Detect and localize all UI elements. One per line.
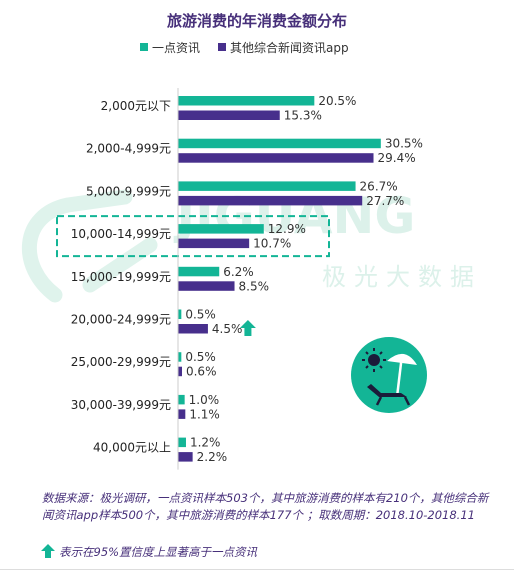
data-label-yidian-25-000-29-999: 0.5% [185, 350, 216, 364]
data-label-yidian-20-000-24-999: 0.5% [185, 308, 216, 322]
data-label-others-20-000-24-999: 4.5% [212, 322, 243, 336]
data-label-others-2-000: 15.3% [284, 109, 322, 123]
category-label-2-000-4-999: 2,000-4,999元 [86, 142, 171, 156]
data-label-yidian-5-000-9-999: 26.7% [360, 179, 398, 193]
bar-others-2-000-4-999 [178, 153, 374, 163]
category-label-2-000: 2,000元以下 [101, 99, 171, 113]
chart-legend: 一点资讯 其他综合新闻资讯app [0, 39, 514, 57]
bar-yidian-20-000-24-999 [178, 309, 182, 319]
data-label-others-30-000-39-999: 1.1% [189, 407, 220, 421]
data-label-yidian-30-000-39-999: 1.0% [189, 393, 220, 407]
bar-others-5-000-9-999 [178, 195, 363, 206]
data-source-note: 数据来源：极光调研，一点资讯样本503个，其中旅游消费的样本有210个，其他综合… [42, 491, 489, 522]
up-arrow-icon [239, 320, 256, 336]
bar-yidian-10-000-14-999 [178, 224, 264, 234]
bar-chart: 2,000元以下 20.5%15.3% 2,000-4,999元 30.5%29.4%… [56, 88, 423, 470]
legend-item-yidian: 一点资讯 [140, 39, 200, 56]
significance-text: 表示在95%置信度上显著高于一点资讯 [59, 545, 258, 559]
beach-umbrella-icon [351, 337, 427, 413]
bar-yidian-2-000-4-999 [178, 138, 381, 149]
legend-swatch-teal [140, 43, 148, 51]
category-label-5-000-9-999: 5,000-9,999元 [86, 184, 171, 198]
bar-yidian-40-000 [178, 437, 186, 448]
data-label-yidian-10-000-14-999: 12.9% [268, 222, 306, 236]
bar-yidian-5-000-9-999 [178, 181, 356, 191]
category-label-20-000-24-999: 20,000-24,999元 [71, 313, 171, 327]
data-label-others-40-000: 2.2% [197, 450, 228, 464]
data-label-yidian-40-000: 1.2% [190, 436, 221, 450]
bar-others-2-000 [178, 110, 280, 120]
legend-item-others: 其他综合新闻资讯app [218, 39, 349, 56]
bar-yidian-2-000 [178, 96, 315, 106]
significance-note: 表示在95%置信度上显著高于一点资讯 [40, 543, 257, 560]
bar-yidian-15-000-19-999 [178, 266, 220, 277]
bar-yidian-30-000-39-999 [178, 394, 185, 405]
data-label-others-10-000-14-999: 10.7% [253, 237, 291, 251]
bar-yidian-25-000-29-999 [178, 352, 182, 362]
data-label-others-2-000-4-999: 29.4% [378, 151, 416, 165]
legend-swatch-purple [218, 43, 226, 51]
bar-others-10-000-14-999 [178, 238, 250, 249]
category-label-25-000-29-999: 25,000-29,999元 [71, 355, 171, 369]
data-label-others-15-000-19-999: 8.5% [239, 279, 270, 293]
bar-others-30-000-39-999 [178, 409, 186, 419]
bar-others-20-000-24-999 [178, 324, 208, 334]
bar-others-15-000-19-999 [178, 281, 235, 291]
bottom-divider [0, 569, 514, 570]
data-label-others-25-000-29-999: 0.6% [186, 365, 217, 379]
bar-others-25-000-29-999 [178, 366, 182, 377]
legend-label-others: 其他综合新闻资讯app [230, 41, 349, 55]
category-label-30-000-39-999: 30,000-39,999元 [71, 398, 171, 412]
category-label-10-000-14-999: 10,000-14,999元 [71, 227, 171, 241]
data-label-yidian-15-000-19-999: 6.2% [223, 265, 254, 279]
data-label-yidian-2-000-4-999: 30.5% [385, 137, 423, 151]
bar-others-40-000 [178, 452, 193, 462]
category-label-40-000: 40,000元以上 [93, 441, 171, 455]
chart-title: 旅游消费的年消费金额分布 [166, 12, 347, 30]
data-label-others-5-000-9-999: 27.7% [366, 194, 404, 208]
up-arrow-icon [41, 544, 55, 558]
data-label-yidian-2-000: 20.5% [318, 94, 356, 108]
legend-label-yidian: 一点资讯 [152, 41, 201, 55]
highlight-box [56, 215, 330, 258]
category-label-15-000-19-999: 15,000-19,999元 [71, 270, 171, 284]
